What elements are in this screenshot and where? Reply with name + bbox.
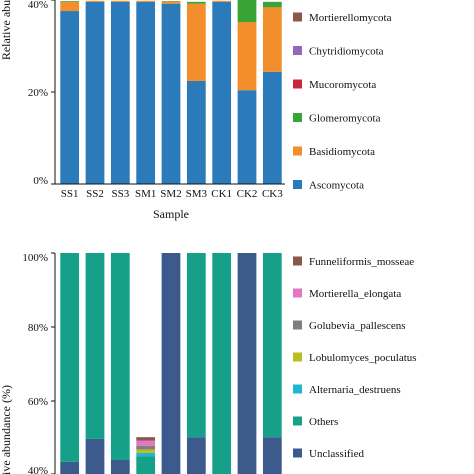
bar-segment-golubevia-pallescens-4 [136,445,156,450]
x-tick-label-sm2: SM2 [160,188,181,200]
y-tick-label: 40% [28,0,48,11]
legend-swatch-ascomycota [293,180,302,189]
bar-segment-basidiomycota-7 [212,0,232,2]
bar-segment-ascomycota-1 [60,11,80,185]
bar-segment-ascomycota-7 [212,1,232,185]
bar-segment-others-9 [262,253,282,438]
legend-label-funneliformis-mosseae: Funneliformis_mosseae [309,256,414,268]
bar-segment-glomeromycota-8 [237,0,257,23]
legend-label-mortierellomycota: Mortierellomycota [309,12,392,24]
x-axis-title: Sample [153,207,189,221]
legend-swatch-mucoromycota [293,79,302,89]
bar-segment-basidiomycota-9 [262,7,282,72]
bar-segment-unclassified-3 [110,459,130,474]
legend-label-ascomycota: Ascomycota [309,180,364,192]
legend-label-others: Others [309,416,338,428]
bar-segment-ascomycota-5 [161,3,181,185]
legend-swatch-funneliformis-mosseae [293,256,302,266]
chart-bottom-species: 40% 60% 80% 100% ive abundance (%) Funnelifo… [0,252,417,474]
x-tick-label-ck3: CK3 [262,188,283,200]
legend-swatch-glomeromycota [293,113,302,122]
x-tick-label-ck2: CK2 [237,188,258,200]
legend-label-alternaria-destruens: Alternaria_destruens [309,384,401,396]
legend-swatch-chytridiomycota [293,46,302,55]
y-axis-title: Relative abu [0,0,13,60]
bar-segment-others-3 [110,253,130,460]
legend-swatch-unclassified [293,448,302,458]
y-tick-label: 0% [33,175,48,187]
bar-segment-unclassified-6 [186,437,206,474]
bar-segment-ascomycota-9 [262,71,282,184]
bar-segment-unclassified-2 [85,438,105,474]
legend-swatch-basidiomycota [293,146,302,156]
bar-segment-ascomycota-4 [136,1,156,185]
bar-segment-others-7 [212,253,232,474]
legend-swatch-mortierellomycota [293,12,302,22]
y-axis-title: ive abundance (%) [0,385,13,474]
y-tick-label: 80% [28,322,48,334]
legend-label-basidiomycota: Basidiomycota [309,146,375,158]
legend-label-mortierella-elongata: Mortierella_elongata [309,288,401,300]
legend-swatch-mortierella-elongata [293,288,302,298]
bar-segment-funneliformis-mosseae-4 [136,437,156,441]
x-tick-label-sm3: SM3 [186,188,208,200]
bar-segment-glomeromycota-6 [186,1,206,4]
y-tick-label: 60% [28,396,48,408]
bar-segment-ascomycota-2 [85,1,105,185]
bar-segment-lobulomyces-poculatus-4 [136,449,156,453]
chart-top-phylum: 0% 20% 40% SS1 SS2 SS3 SM1 SM2 SM3 CK1 CK2 CK3 Sampl… [0,0,392,221]
y-tick-label: 20% [28,87,48,99]
legend-label-glomeromycota: Glomeromycota [309,113,381,125]
x-tick-label-ss1: SS1 [61,188,79,200]
bar-segment-others-6 [186,253,206,438]
bar-segment-ascomycota-3 [110,1,130,185]
bar-segment-others-2 [85,253,105,439]
bar-segment-unclassified-8 [237,253,257,474]
bar-segment-alternaria-destruens-4 [136,452,156,457]
bar-segment-mortierella-elongata-4 [136,440,156,446]
legend-swatch-lobulomyces-poculatus [293,352,302,362]
bar-segment-unclassified-5 [161,253,181,474]
x-tick-label-ck1: CK1 [211,188,232,200]
bar-segment-others-1 [60,253,80,462]
y-tick-label: 40% [28,465,48,474]
bar-segment-ascomycota-6 [186,80,206,184]
legend-label-mucoromycota: Mucoromycota [309,79,376,91]
legend-label-lobulomyces-poculatus: Lobulomyces_poculatus [309,352,417,364]
bar-segment-basidiomycota-2 [85,0,105,2]
legend-label-unclassified: Unclassified [309,448,364,460]
bar-segment-others-4 [136,456,156,474]
bar-segment-ascomycota-8 [237,90,257,184]
legend-swatch-golubevia-pallescens [293,320,302,330]
legend-label-golubevia-pallescens: Golubevia_pallescens [309,320,406,332]
legend-label-chytridiomycota: Chytridiomycota [309,46,384,58]
bar-segment-basidiomycota-4 [136,0,156,2]
bar-segment-basidiomycota-8 [237,22,257,91]
legend-swatch-alternaria-destruens [293,384,302,394]
bar-segment-basidiomycota-1 [60,1,80,12]
y-tick-label: 100% [22,252,48,264]
bar-segment-basidiomycota-3 [110,0,130,2]
bar-segment-glomeromycota-9 [262,1,282,8]
bar-segment-glomeromycota-1 [60,1,80,2]
bar-segment-unclassified-9 [262,437,282,474]
bar-segment-unclassified-1 [60,461,80,474]
x-tick-label-ss2: SS2 [86,188,104,200]
x-tick-label-sm1: SM1 [135,188,156,200]
bar-segment-basidiomycota-5 [161,1,181,4]
bar-segment-basidiomycota-6 [186,3,206,81]
legend-swatch-others [293,416,302,426]
x-tick-label-ss3: SS3 [111,188,129,200]
